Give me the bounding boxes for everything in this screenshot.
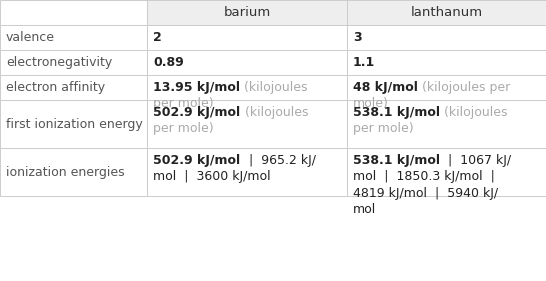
Bar <box>0 0 147 25</box>
Text: 502.9 kJ/mol: 502.9 kJ/mol <box>153 154 241 167</box>
Text: per mole): per mole) <box>153 97 214 110</box>
Text: 4819 kJ/mol  |  5940 kJ/: 4819 kJ/mol | 5940 kJ/ <box>353 187 498 200</box>
Bar <box>147 75 347 100</box>
Bar <box>147 25 347 50</box>
Text: (kilojoules: (kilojoules <box>240 81 308 94</box>
Text: mol  |  1850.3 kJ/mol  |: mol | 1850.3 kJ/mol | <box>353 171 495 183</box>
Text: ionization energies: ionization energies <box>6 166 124 179</box>
Text: barium: barium <box>223 6 271 19</box>
Text: mole): mole) <box>353 97 389 110</box>
Text: 3: 3 <box>353 31 361 44</box>
Bar <box>347 0 546 25</box>
Text: 538.1 kJ/mol: 538.1 kJ/mol <box>353 106 440 119</box>
Text: 48 kJ/mol: 48 kJ/mol <box>353 81 418 94</box>
Text: 538.1 kJ/mol: 538.1 kJ/mol <box>353 154 440 167</box>
Text: |  965.2 kJ/: | 965.2 kJ/ <box>241 154 316 167</box>
Text: mol: mol <box>353 203 376 216</box>
Text: first ionization energy: first ionization energy <box>6 118 143 131</box>
Bar <box>0 75 147 100</box>
Bar <box>347 25 546 50</box>
Bar <box>347 148 546 196</box>
Bar <box>147 100 347 148</box>
Text: 502.9 kJ/mol: 502.9 kJ/mol <box>153 106 241 119</box>
Text: lanthanum: lanthanum <box>410 6 483 19</box>
Bar <box>0 148 147 196</box>
Text: per mole): per mole) <box>153 122 214 135</box>
Bar <box>0 50 147 75</box>
Text: 13.95 kJ/mol: 13.95 kJ/mol <box>153 81 240 94</box>
Text: 1.1: 1.1 <box>353 56 375 69</box>
Text: mol  |  3600 kJ/mol: mol | 3600 kJ/mol <box>153 171 271 183</box>
Bar <box>147 148 347 196</box>
Text: 0.89: 0.89 <box>153 56 184 69</box>
Text: electron affinity: electron affinity <box>6 81 105 94</box>
Bar <box>147 50 347 75</box>
Bar <box>347 75 546 100</box>
Text: per mole): per mole) <box>353 122 413 135</box>
Text: (kilojoules: (kilojoules <box>241 106 308 119</box>
Text: (kilojoules: (kilojoules <box>440 106 507 119</box>
Text: (kilojoules per: (kilojoules per <box>418 81 510 94</box>
Text: |  1067 kJ/: | 1067 kJ/ <box>440 154 511 167</box>
Bar <box>0 100 147 148</box>
Bar <box>347 50 546 75</box>
Bar <box>0 25 147 50</box>
Text: electronegativity: electronegativity <box>6 56 112 69</box>
Bar <box>147 0 347 25</box>
Bar <box>347 100 546 148</box>
Text: valence: valence <box>6 31 55 44</box>
Text: 2: 2 <box>153 31 162 44</box>
